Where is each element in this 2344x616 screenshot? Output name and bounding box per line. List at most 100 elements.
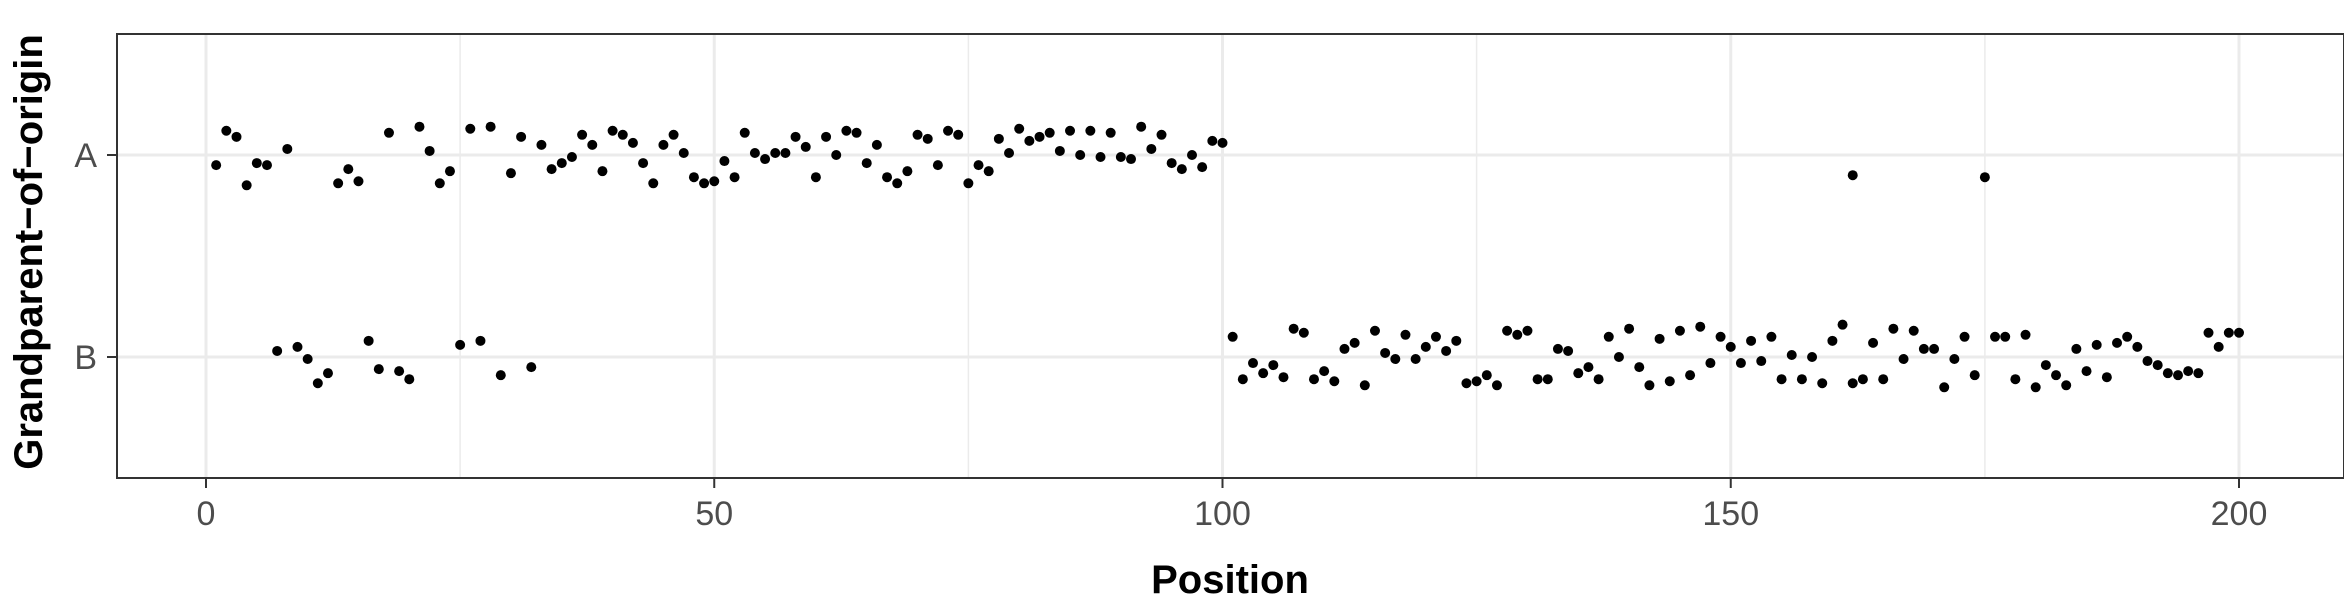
data-point [2010, 374, 2021, 385]
data-point [526, 362, 537, 373]
data-point [770, 147, 781, 158]
data-point [2061, 380, 2072, 391]
data-point [1939, 382, 1950, 393]
data-point [1044, 127, 1055, 138]
data-point [475, 335, 486, 346]
data-point [485, 121, 496, 132]
data-point [2000, 331, 2011, 342]
data-point [577, 129, 588, 140]
data-point [1359, 380, 1370, 391]
data-point [455, 339, 466, 350]
data-point [739, 127, 750, 138]
data-point [1461, 378, 1472, 389]
data-point [556, 158, 567, 169]
data-point [1369, 325, 1380, 336]
data-point [292, 341, 303, 352]
x-tick-label: 0 [197, 495, 216, 533]
data-point [678, 147, 689, 158]
data-point [607, 125, 618, 136]
data-point [1593, 374, 1604, 385]
data-point [231, 131, 242, 142]
data-point [1603, 331, 1614, 342]
data-point [1979, 172, 1990, 183]
data-point [1715, 331, 1726, 342]
data-point [943, 125, 954, 136]
data-point [719, 156, 730, 167]
data-point [1786, 349, 1797, 360]
y-tick-label: B [74, 339, 97, 377]
data-point [221, 125, 232, 136]
data-point [1024, 135, 1035, 146]
y-axis-ticks: BA [74, 137, 117, 377]
data-point [1624, 323, 1635, 334]
data-point [729, 172, 740, 183]
x-tick-label: 100 [1194, 495, 1251, 533]
data-point [272, 345, 283, 356]
data-point [1898, 354, 1909, 365]
data-point [1837, 319, 1848, 330]
data-point [617, 129, 628, 140]
data-point [1217, 137, 1228, 148]
data-point [1329, 376, 1340, 387]
data-point [1451, 335, 1462, 346]
data-point [749, 147, 760, 158]
x-tick-label: 50 [695, 495, 733, 533]
data-point [1695, 321, 1706, 332]
data-point [343, 164, 354, 175]
data-point [2173, 370, 2184, 381]
data-point [648, 178, 659, 189]
data-point [1095, 152, 1106, 163]
data-point [1827, 335, 1838, 346]
data-point [1908, 325, 1919, 336]
data-point [841, 125, 852, 136]
data-point [1237, 374, 1248, 385]
data-point [1197, 162, 1208, 173]
data-point [282, 143, 293, 154]
data-point [1532, 374, 1543, 385]
data-point [505, 168, 516, 179]
data-point [1888, 323, 1899, 334]
data-point [983, 166, 994, 177]
data-point [1563, 345, 1574, 356]
data-point [211, 160, 222, 171]
data-point [2203, 327, 2214, 338]
data-point [1969, 370, 1980, 381]
data-point [1115, 152, 1126, 163]
data-point [322, 368, 333, 379]
data-point [688, 172, 699, 183]
data-point [1014, 123, 1025, 134]
data-point [1634, 362, 1645, 373]
data-point [1136, 121, 1147, 132]
minor-gridlines [459, 34, 1986, 478]
data-point [2122, 331, 2133, 342]
data-point [1644, 380, 1655, 391]
data-point [800, 141, 811, 152]
data-point [699, 178, 710, 189]
data-point [2193, 368, 2204, 379]
data-point [2020, 329, 2031, 340]
data-point [882, 172, 893, 183]
data-point [1034, 131, 1045, 142]
data-point [1949, 354, 1960, 365]
data-point [1319, 366, 1330, 377]
data-point [1380, 347, 1391, 358]
data-point [1481, 370, 1492, 381]
data-point [658, 139, 669, 150]
data-point [414, 121, 425, 132]
y-tick-label: A [74, 137, 97, 175]
data-point [566, 152, 577, 163]
data-point [2030, 382, 2041, 393]
data-point [780, 147, 791, 158]
data-point [1502, 325, 1513, 336]
data-point [709, 176, 720, 187]
data-point [871, 139, 882, 150]
data-point [1847, 170, 1858, 181]
data-point [1126, 154, 1137, 165]
data-point [1054, 145, 1065, 156]
data-point [1522, 325, 1533, 336]
data-point [1766, 331, 1777, 342]
data-point [1390, 354, 1401, 365]
data-point [912, 129, 923, 140]
panel-border [116, 33, 2344, 479]
data-point [1878, 374, 1889, 385]
